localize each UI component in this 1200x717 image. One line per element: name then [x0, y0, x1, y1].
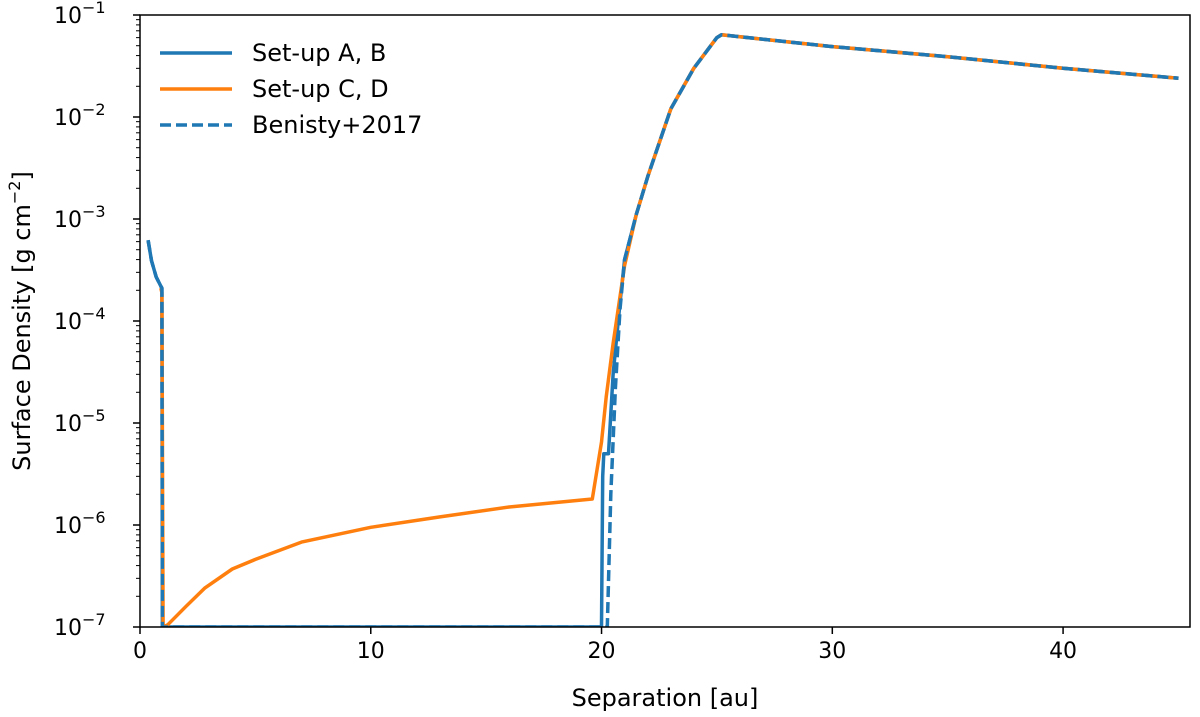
y-tick-label: 10−2	[54, 100, 106, 131]
legend: Set-up A, B Set-up C, D Benisty+2017	[160, 39, 422, 139]
y-tick-label: 10−1	[54, 0, 106, 29]
legend-label: Set-up C, D	[252, 75, 389, 103]
x-axis-label: Separation [au]	[572, 684, 759, 712]
y-axis-label: Surface Density [g cm−2]	[5, 171, 36, 471]
y-tick-label: 10−4	[54, 304, 106, 335]
legend-label: Benisty+2017	[252, 111, 422, 139]
y-tick-label: 10−3	[54, 202, 106, 233]
y-tick-label: 10−7	[54, 610, 106, 641]
x-tick-label: 20	[588, 639, 616, 664]
x-tick-label: 40	[1049, 639, 1077, 664]
plot-frame	[139, 14, 1191, 628]
x-tick-label: 10	[357, 639, 385, 664]
y-tick-label: 10−5	[54, 406, 106, 437]
legend-label: Set-up A, B	[252, 39, 386, 67]
series-line-3	[146, 33, 1179, 627]
x-tick-label: 30	[818, 639, 846, 664]
y-tick-label: 10−6	[54, 508, 106, 539]
x-tick-label: 0	[133, 639, 147, 664]
